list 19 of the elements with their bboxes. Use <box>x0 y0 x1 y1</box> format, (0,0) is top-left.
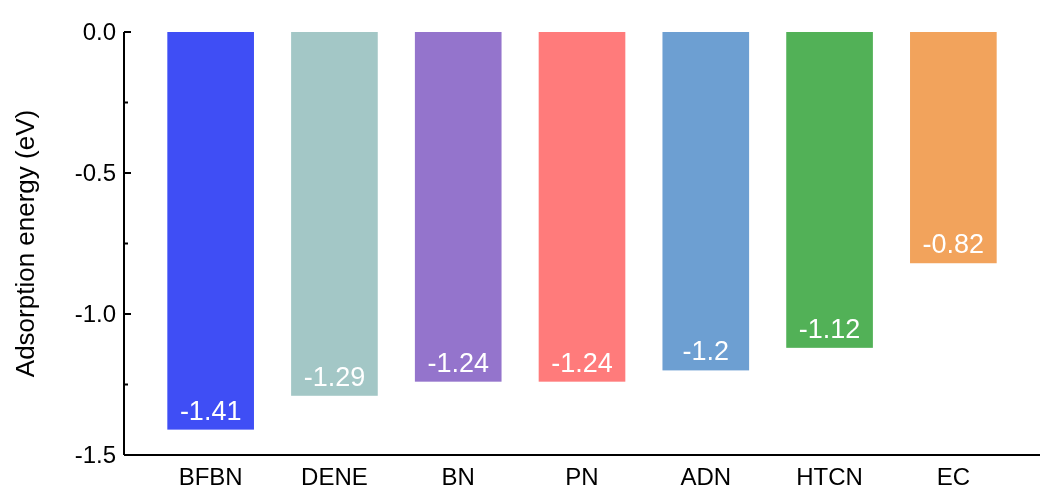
y-tick-label: 0.0 <box>82 18 116 46</box>
data-label: -1.24 <box>551 347 613 378</box>
x-tick-label: ADN <box>680 463 732 490</box>
y-tick-label: -1.0 <box>74 300 116 328</box>
x-tick-label: HTCN <box>796 463 863 490</box>
data-label: -0.82 <box>922 229 985 260</box>
x-tick-label: PN <box>565 463 599 490</box>
y-tick-label: -0.5 <box>74 159 116 187</box>
x-tick-label: BFBN <box>178 463 243 490</box>
data-label: -1.24 <box>427 347 489 378</box>
data-label: -1.29 <box>303 361 366 392</box>
data-label: -1.2 <box>682 336 730 367</box>
x-tick-label: BN <box>441 463 475 490</box>
y-tick-label: -1.5 <box>74 441 116 469</box>
data-label: -1.41 <box>179 395 242 426</box>
x-tick-label: DENE <box>301 463 368 490</box>
x-tick-label: EC <box>936 463 971 490</box>
data-label: -1.12 <box>798 313 861 344</box>
y-axis-title: Adsorption energy (eV) <box>10 109 40 378</box>
